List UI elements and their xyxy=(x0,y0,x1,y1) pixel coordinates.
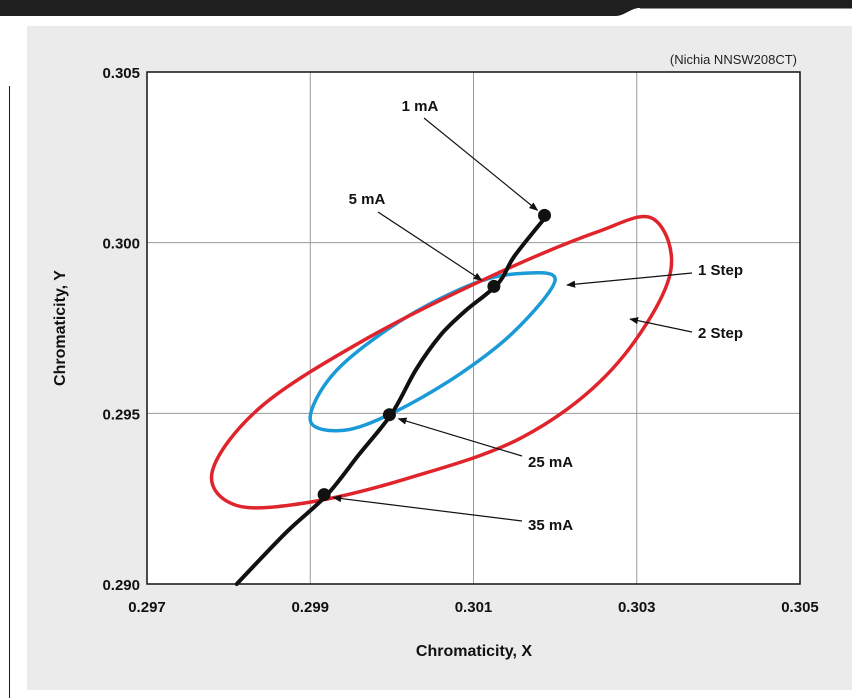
y-tick-label: 0.305 xyxy=(102,65,140,82)
annotation-2-step: 2 Step xyxy=(698,325,743,342)
annotation-5-ma: 5 mA xyxy=(349,191,386,208)
y-tick-labels: 0.290 0.295 0.300 0.305 xyxy=(102,65,140,594)
left-margin-rule xyxy=(9,86,10,698)
annotation-1-step: 1 Step xyxy=(698,262,743,279)
leader-35-ma xyxy=(332,494,523,522)
x-tick-labels: 0.297 0.299 0.301 0.303 0.305 xyxy=(128,599,819,616)
annotations: 1 mA 5 mA 25 mA 35 mA 1 Step 2 Step xyxy=(332,98,743,534)
y-tick-label: 0.290 xyxy=(102,577,140,594)
header-bar xyxy=(0,0,852,16)
x-tick-label: 0.305 xyxy=(781,599,819,616)
point-35-ma xyxy=(317,488,331,502)
y-tick-label: 0.295 xyxy=(102,406,140,423)
annotation-25-ma: 25 mA xyxy=(528,454,573,471)
x-tick-label: 0.301 xyxy=(455,599,493,616)
current-points xyxy=(317,208,552,502)
leader-2-step xyxy=(629,317,693,333)
x-tick-label: 0.299 xyxy=(291,599,329,616)
plot-frame xyxy=(146,71,801,585)
leader-25-ma xyxy=(397,417,523,457)
leader-1-step xyxy=(566,272,693,288)
x-tick-label: 0.297 xyxy=(128,599,166,616)
leader-1-ma xyxy=(423,117,539,211)
2-step-ellipse xyxy=(209,214,674,510)
point-5-ma xyxy=(487,279,501,293)
point-1-ma xyxy=(538,208,552,222)
annotation-1-ma: 1 mA xyxy=(402,98,439,115)
y-axis-title: Chromaticity, Y xyxy=(52,270,69,386)
annotation-35-ma: 35 mA xyxy=(528,517,573,534)
x-tick-label: 0.303 xyxy=(618,599,656,616)
x-axis-title: Chromaticity, X xyxy=(416,643,533,660)
leader-5-ma xyxy=(377,211,483,281)
header-bar-shape xyxy=(0,0,852,16)
chromaticity-curve xyxy=(234,213,549,586)
point-25-ma xyxy=(382,408,396,422)
y-tick-label: 0.300 xyxy=(102,236,140,253)
chart-note: (Nichia NNSW208CT) xyxy=(670,52,797,67)
